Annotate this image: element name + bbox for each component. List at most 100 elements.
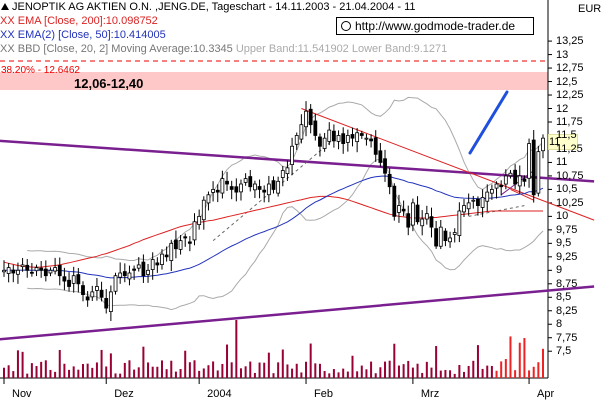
x-tick-label: Nov (12, 388, 32, 400)
volume-bar (281, 349, 284, 378)
candle-body (397, 205, 401, 213)
volume-bar (458, 364, 461, 378)
candle-body (341, 133, 346, 144)
y-tick-label: 11,5 (556, 129, 577, 142)
volume-bar (207, 365, 210, 378)
url-box[interactable]: http://www.godmode-trader.de (336, 17, 534, 35)
volume-bar (407, 360, 410, 378)
candle-body (322, 137, 327, 149)
candle-body (187, 241, 192, 244)
volume-bar (388, 360, 391, 378)
volume-bar (449, 370, 452, 378)
volume-bar (151, 366, 154, 378)
candle-body (276, 180, 281, 194)
candle-body (16, 269, 20, 275)
volume-bar (54, 371, 57, 378)
candle-body (466, 202, 471, 210)
candle-body (62, 276, 67, 282)
volume-bar (253, 372, 256, 378)
candle-body (127, 272, 132, 280)
volume-bar (258, 362, 261, 378)
candle-body (443, 230, 448, 242)
url-text: http://www.godmode-trader.de (355, 19, 516, 33)
candle-body (299, 124, 304, 140)
candle-body (345, 135, 350, 143)
support-trendline (0, 285, 595, 341)
volume-bar (467, 365, 470, 378)
volume-bar (63, 363, 66, 378)
candle-body (11, 269, 16, 274)
candle-body (6, 267, 11, 274)
short-downtrend (510, 188, 534, 201)
candle-body (332, 130, 336, 142)
candle-body (308, 108, 313, 126)
candle-body (527, 143, 531, 179)
volume-bar (351, 355, 354, 378)
x-tick-label: Dez (114, 388, 134, 400)
zone-label: 12,06-12,40 (74, 76, 144, 91)
volume-bar (476, 345, 479, 378)
y-tick-label: 8,75 (556, 277, 578, 290)
candle-body (178, 240, 183, 250)
candlesticks (2, 101, 545, 322)
volume-bar (267, 352, 270, 378)
candle-body (364, 137, 369, 140)
legend-ema50-marker: XX (0, 29, 15, 41)
candle-body (452, 232, 457, 235)
candle-body (471, 199, 476, 202)
y-tick-label: 10 (556, 210, 569, 223)
candle-body (522, 178, 527, 182)
trendlines (0, 90, 595, 341)
candle-body (457, 210, 462, 236)
volume-bar (309, 343, 312, 378)
volume-bar (226, 344, 229, 378)
y-tick-label: 12 (556, 102, 569, 115)
candle-body (266, 183, 271, 196)
volume-bar (295, 363, 298, 378)
ema200-line (3, 195, 543, 268)
moving-averages (3, 175, 544, 279)
volume-bar (384, 361, 387, 378)
candle-body (476, 198, 480, 206)
volume-bar (263, 362, 266, 378)
x-axis-ticks (3, 378, 530, 384)
y-tick-label: 11 (556, 156, 568, 169)
candle-body (531, 139, 536, 196)
volume-bar (500, 361, 503, 378)
candle-body (359, 133, 364, 136)
volume-bar (44, 360, 47, 378)
volume-bar (421, 372, 424, 378)
y-tick-label: 9,5 (556, 237, 572, 250)
volume-bar (416, 363, 419, 378)
volume-bar (72, 366, 75, 378)
y-tick-label: 10,25 (556, 196, 584, 209)
fib-label: 38.20% - 12.6462 (1, 65, 80, 76)
y-tick-label: 10,5 (556, 183, 578, 196)
volume-bar (342, 368, 345, 378)
candle-body (271, 180, 276, 190)
volume-bar (109, 353, 112, 378)
candle-body (410, 202, 415, 226)
candle-body (225, 180, 229, 185)
volume-bar (370, 361, 373, 378)
bollinger-bands (27, 96, 544, 311)
candle-body (25, 264, 30, 271)
volume-bar (444, 369, 447, 378)
candle-body (369, 138, 373, 142)
candle-body (211, 189, 215, 193)
volume-bar (133, 369, 136, 378)
volume-bar (35, 366, 38, 378)
volume-bar (212, 361, 215, 378)
volume-bar (393, 343, 396, 378)
volume-bar (21, 351, 24, 378)
current-price-label: 11 (548, 134, 578, 150)
candle-body (406, 213, 411, 228)
volume-bar (365, 369, 368, 378)
candle-body (536, 151, 541, 194)
candle-body (85, 296, 90, 301)
volume-bar (504, 359, 507, 378)
volume-bar (123, 362, 126, 378)
volume-bar (397, 365, 400, 378)
candle-body (132, 268, 137, 271)
volume-bar (221, 363, 224, 378)
